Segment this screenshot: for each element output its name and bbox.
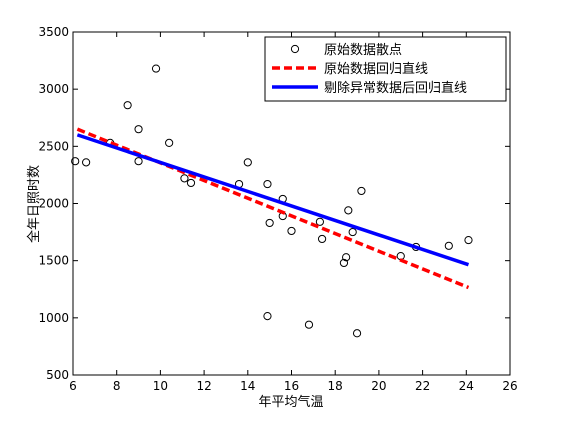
y-tick-label: 1000 (38, 311, 69, 325)
regression-line-cleaned (76, 133, 470, 267)
x-tick-label: 22 (415, 379, 430, 393)
scatter-point (444, 241, 453, 250)
scatter-point (339, 258, 349, 268)
scatter-point (151, 64, 161, 73)
x-axis-label: 年平均气温 (258, 394, 323, 410)
x-tick-label: 10 (153, 379, 168, 393)
scatter-point (287, 226, 296, 236)
x-tick-label: 12 (196, 379, 211, 393)
scatter-point (263, 179, 272, 189)
scatter-point (263, 312, 272, 321)
scatter-point (71, 157, 80, 166)
scatter-point (134, 157, 143, 166)
x-tick-label: 20 (371, 379, 386, 393)
scatter-point (134, 125, 143, 134)
legend-box (264, 36, 507, 102)
scatter-point (317, 234, 327, 244)
scatter-point (265, 218, 274, 228)
scatter-point (82, 158, 91, 167)
y-tick-label: 2000 (38, 197, 69, 211)
scatter-point (123, 101, 132, 110)
legend-label: 原始数据回归直线 (324, 62, 428, 77)
y-tick-label: 1500 (38, 254, 69, 268)
legend-marker-circle (290, 44, 300, 54)
axis-ticks: 6 8 10 12 14 16 18 20 22 24 26 500 1000 1500 2000 2500 3… (38, 25, 517, 393)
x-tick-label: 26 (502, 379, 517, 393)
scatter-point (357, 186, 366, 196)
y-tick-label: 3500 (38, 25, 69, 39)
scatter-point (464, 235, 473, 245)
y-tick-label: 2500 (38, 139, 69, 153)
x-tick-label: 18 (328, 379, 343, 393)
y-tick-label: 3000 (38, 82, 69, 96)
scatter-point (315, 217, 325, 226)
legend-label: 原始数据散点 (324, 43, 402, 58)
scatter-point (344, 206, 353, 215)
legend-label: 剔除异常数据后回归直线 (324, 81, 467, 96)
x-tick-label: 14 (240, 379, 255, 393)
scatter-point (304, 320, 314, 329)
scatter-point (352, 329, 362, 338)
x-tick-label: 6 (69, 379, 77, 393)
series-layer (71, 64, 473, 338)
scatter-point (243, 158, 252, 167)
x-tick-label: 24 (459, 379, 474, 393)
regression-line-original (76, 127, 470, 290)
y-tick-label: 500 (46, 368, 69, 382)
scatter-point (186, 178, 196, 188)
scatter-point (180, 174, 189, 183)
scatter-point (165, 138, 174, 148)
y-axis-label: 全年日照时数 (26, 165, 42, 243)
scatter-point (342, 253, 351, 262)
x-tick-label: 16 (284, 379, 299, 393)
scatter-point (348, 227, 357, 237)
x-tick-label: 8 (113, 379, 121, 393)
